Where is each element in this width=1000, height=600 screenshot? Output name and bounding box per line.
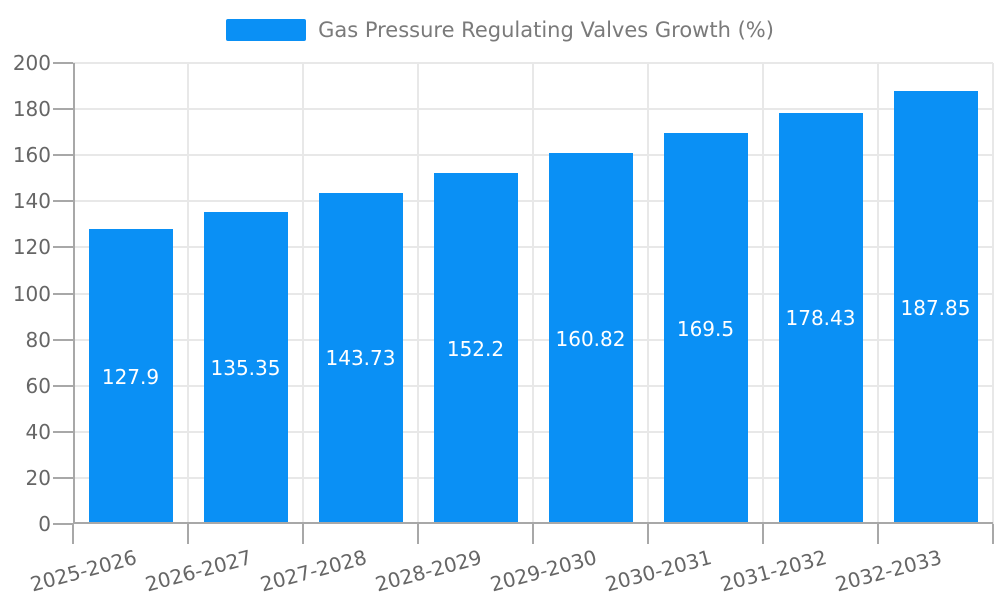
y-tick-label: 100 <box>12 281 51 306</box>
y-axis-line <box>73 63 75 524</box>
x-tick-mark <box>992 524 994 544</box>
x-tick-mark <box>187 524 189 544</box>
x-tick-label: 2029-2030 <box>488 545 600 597</box>
gridline-vertical <box>532 63 534 524</box>
y-tick-mark <box>53 200 73 203</box>
y-tick-mark <box>53 384 73 387</box>
y-tick-label: 180 <box>12 97 51 122</box>
y-tick-mark <box>53 108 73 111</box>
y-tick-label: 160 <box>12 143 51 168</box>
x-tick-label: 2031-2032 <box>718 545 830 597</box>
bar-value-label: 160.82 <box>555 326 626 351</box>
y-tick-mark <box>53 338 73 341</box>
x-axis-line <box>73 522 993 524</box>
y-tick-label: 40 <box>25 419 51 444</box>
y-tick-mark <box>53 62 73 64</box>
legend-swatch <box>226 19 307 41</box>
y-tick-label: 20 <box>25 465 51 490</box>
bar[interactable]: 135.35 <box>203 212 288 524</box>
gridline-vertical <box>647 63 649 524</box>
bar-value-label: 178.43 <box>785 306 856 331</box>
x-tick-mark <box>762 524 764 544</box>
gridline-vertical <box>302 63 304 524</box>
x-tick-mark <box>647 524 649 544</box>
y-tick-mark <box>53 476 73 479</box>
bar[interactable]: 152.2 <box>433 173 518 524</box>
y-tick-mark <box>53 246 73 249</box>
bar[interactable]: 187.85 <box>893 91 978 524</box>
y-tick-label: 80 <box>25 327 51 352</box>
bar-value-label: 152.2 <box>446 336 505 361</box>
y-tick-mark <box>53 154 73 157</box>
y-tick-label: 120 <box>12 235 51 260</box>
x-tick-mark <box>72 524 74 544</box>
x-tick-label: 2030-2031 <box>603 545 715 597</box>
x-tick-label: 2026-2027 <box>143 545 255 597</box>
plot-area: 0 20 40 60 80 100 120 140 160 180 200 127.9 2025-202… <box>13 51 994 596</box>
gridline-vertical <box>877 63 879 524</box>
bar[interactable]: 143.73 <box>318 192 403 524</box>
x-tick-label: 2027-2028 <box>258 545 370 597</box>
bar[interactable]: 169.5 <box>663 133 748 524</box>
gridline-vertical <box>992 63 994 524</box>
chart-legend[interactable]: Gas Pressure Regulating Valves Growth (%… <box>0 16 1000 44</box>
y-tick-mark <box>53 430 73 433</box>
bar[interactable]: 127.9 <box>88 229 173 524</box>
bar-value-label: 135.35 <box>210 356 281 381</box>
bar-value-label: 169.5 <box>676 316 735 341</box>
bar-value-label: 143.73 <box>325 346 396 371</box>
legend-label: Gas Pressure Regulating Valves Growth (%… <box>318 18 774 42</box>
y-tick-label: 200 <box>12 51 51 75</box>
y-tick-mark <box>53 292 73 295</box>
bar-value-label: 127.9 <box>101 364 160 389</box>
y-tick-label: 0 <box>38 512 51 536</box>
bar[interactable]: 160.82 <box>548 153 633 524</box>
x-tick-mark <box>302 524 304 544</box>
gridline-vertical <box>187 63 189 524</box>
x-tick-mark <box>417 524 419 544</box>
y-tick-label: 140 <box>12 189 51 214</box>
gridline-vertical <box>417 63 419 524</box>
bar[interactable]: 178.43 <box>778 112 863 524</box>
x-tick-label: 2028-2029 <box>373 545 485 597</box>
x-tick-label: 2025-2026 <box>28 545 140 597</box>
x-tick-label: 2032-2033 <box>833 545 945 597</box>
y-tick-mark <box>53 523 73 525</box>
y-tick-label: 60 <box>25 373 51 398</box>
x-tick-mark <box>877 524 879 544</box>
bar-value-label: 187.85 <box>900 295 971 320</box>
gridline-vertical <box>762 63 764 524</box>
x-tick-mark <box>532 524 534 544</box>
